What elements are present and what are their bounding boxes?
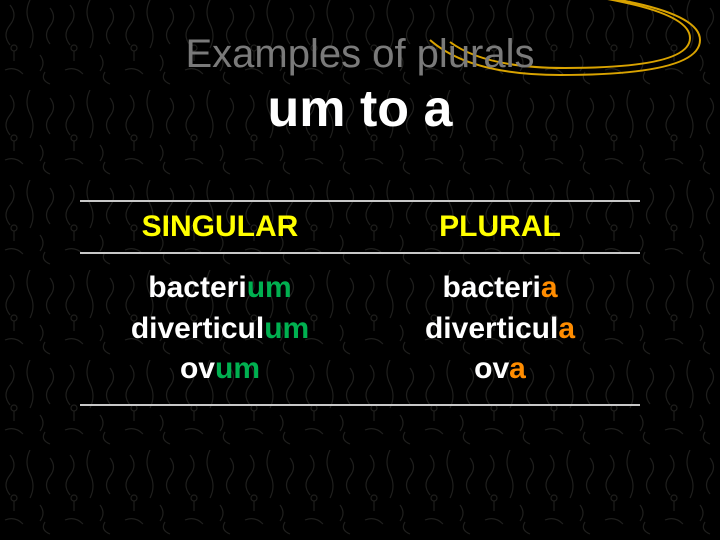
word-root: ov xyxy=(474,352,509,385)
header-singular: SINGULAR xyxy=(80,202,360,252)
plural-table: SINGULAR PLURAL bacterium diverticulum o… xyxy=(80,200,640,406)
table-rule-bottom xyxy=(80,404,640,406)
header-plural: PLURAL xyxy=(360,202,640,252)
table-body: bacterium diverticulum ovum bacteria div… xyxy=(80,254,640,404)
plural-suffix: a xyxy=(558,312,575,345)
title-line-1: Examples of plurals xyxy=(0,32,720,77)
table-row: ova xyxy=(364,349,636,390)
title-line-2: um to a xyxy=(0,79,720,139)
word-root: bacteri xyxy=(148,271,246,304)
table-row: ovum xyxy=(84,349,356,390)
word-root: bacteri xyxy=(442,271,540,304)
plural-column: bacteria diverticula ova xyxy=(360,260,640,398)
word-root: diverticul xyxy=(425,312,558,345)
table-row: diverticula xyxy=(364,309,636,350)
table-row: diverticulum xyxy=(84,309,356,350)
plural-suffix: a xyxy=(509,352,526,385)
singular-suffix: um xyxy=(264,312,309,345)
table-row: bacterium xyxy=(84,268,356,309)
word-root: diverticul xyxy=(131,312,264,345)
singular-suffix: um xyxy=(215,352,260,385)
word-root: ov xyxy=(180,352,215,385)
singular-suffix: um xyxy=(247,271,292,304)
plural-suffix: a xyxy=(541,271,558,304)
singular-column: bacterium diverticulum ovum xyxy=(80,260,360,398)
title-block: Examples of plurals um to a xyxy=(0,32,720,139)
table-header-row: SINGULAR PLURAL xyxy=(80,202,640,252)
table-row: bacteria xyxy=(364,268,636,309)
